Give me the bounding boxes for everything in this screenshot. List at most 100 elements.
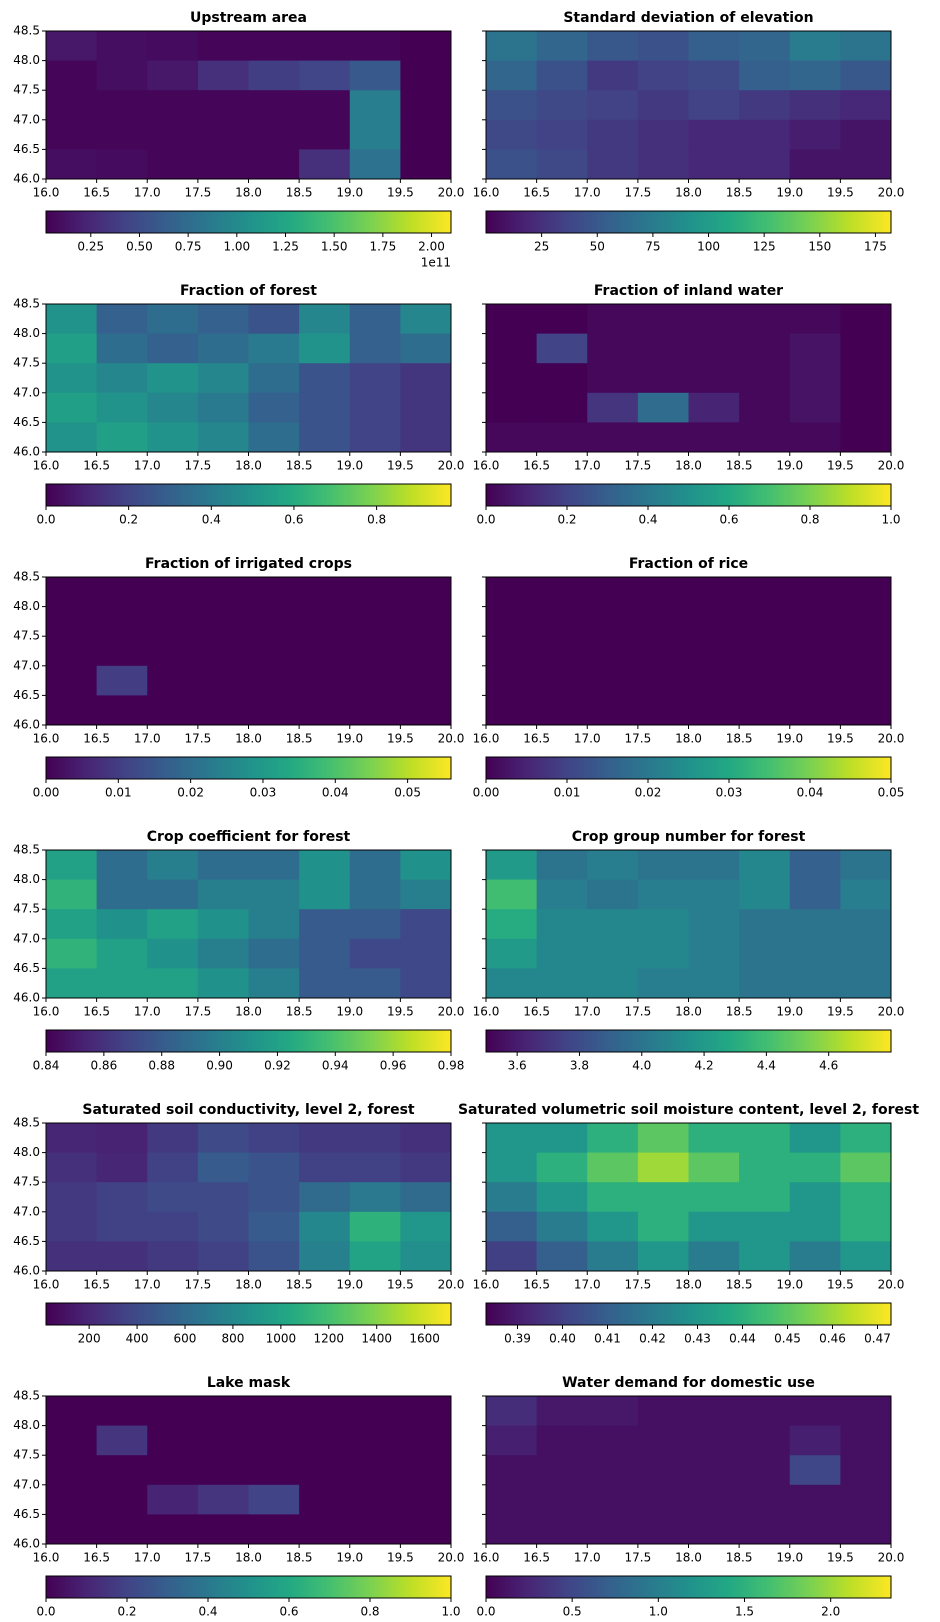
heatmap-cell (46, 60, 98, 91)
heatmap-cell (96, 1123, 148, 1153)
heatmap-cell (637, 1152, 689, 1183)
heatmap-cell (486, 119, 538, 150)
heatmap-cell (248, 1123, 300, 1153)
heatmap-cell (96, 606, 148, 637)
y-tick-label: 47.0 (13, 1477, 40, 1491)
heatmap-cell (400, 938, 452, 969)
colorbar-tick-label: 1400 (361, 1332, 392, 1346)
heatmap-cell (739, 392, 791, 423)
heatmap-cell (197, 149, 249, 180)
x-tick-label: 16.5 (83, 732, 110, 746)
heatmap-cell (840, 1182, 892, 1213)
colorbar-tick-label: 0.90 (206, 1059, 233, 1073)
colorbar-tick-label: 0.05 (394, 786, 421, 800)
colorbar-tick-label: 1.0 (649, 1605, 668, 1619)
x-tick-label: 17.5 (185, 186, 212, 200)
heatmap-cell (248, 1241, 300, 1272)
x-tick-label: 17.0 (134, 459, 161, 473)
heatmap-cell (349, 695, 401, 726)
heatmap-cell (587, 909, 639, 940)
heatmap-cell (96, 363, 148, 394)
colorbar-tick-label: 0.01 (105, 786, 132, 800)
heatmap-cell (688, 90, 740, 121)
heatmap-cell (587, 333, 639, 364)
heatmap-cell (46, 1123, 98, 1153)
heatmap-cell (147, 879, 199, 910)
colorbar-tick-label: 1600 (409, 1332, 440, 1346)
heatmap-cell (349, 1514, 401, 1545)
x-tick-label: 17.5 (185, 1278, 212, 1292)
heatmap-cell (739, 60, 791, 91)
colorbar-tick-label: 1.5 (735, 1605, 754, 1619)
x-tick-label: 18.5 (286, 1278, 313, 1292)
heatmap-cell (587, 119, 639, 150)
x-tick-label: 19.0 (336, 1278, 363, 1292)
heatmap-cell (536, 1211, 588, 1242)
heatmap-cell (637, 1241, 689, 1272)
heatmap-cell (840, 392, 892, 423)
colorbar (485, 756, 892, 780)
heatmap-cell (486, 850, 538, 880)
x-tick-label: 18.0 (235, 732, 262, 746)
heatmap-cell (96, 1455, 148, 1486)
heatmap-cell (840, 879, 892, 910)
heatmap-cell (789, 1484, 841, 1515)
heatmap-cell (587, 665, 639, 696)
colorbar-tick-label: 0.39 (504, 1332, 531, 1346)
heatmap-cell (197, 304, 249, 334)
colorbar-tick-label: 0.44 (729, 1332, 756, 1346)
heatmap-cell (349, 149, 401, 180)
heatmap-cell (96, 60, 148, 91)
heatmap-cell (789, 149, 841, 180)
y-tick-label: 48.5 (13, 297, 40, 311)
heatmap-cell (486, 392, 538, 423)
heatmap-cell (299, 333, 351, 364)
colorbar-tick-label: 0.8 (360, 1605, 379, 1619)
y-tick-label: 46.5 (13, 1234, 40, 1248)
heatmap-cell (349, 850, 401, 880)
heatmap-cell (147, 1152, 199, 1183)
heatmap-cell (486, 695, 538, 726)
heatmap-cell (637, 850, 689, 880)
heatmap-cell (789, 333, 841, 364)
heatmap-cell (688, 1182, 740, 1213)
colorbar-tick-label: 0.8 (367, 513, 386, 527)
heatmap-cell (96, 149, 148, 180)
heatmap-cell (688, 879, 740, 910)
heatmap-cell (637, 363, 689, 394)
heatmap-cell (400, 1425, 452, 1456)
x-tick-label: 20.0 (438, 1278, 465, 1292)
panel-title: Fraction of forest (180, 283, 317, 299)
heatmap-cell (46, 1455, 98, 1486)
heatmap-cell (349, 119, 401, 150)
heatmap-cell (349, 90, 401, 121)
heatmap-cell (587, 1484, 639, 1515)
heatmap-cell (299, 1152, 351, 1183)
heatmap-cell (299, 665, 351, 696)
heatmap-cell (248, 1484, 300, 1515)
heatmap-cell (147, 333, 199, 364)
heatmap-cell (248, 60, 300, 91)
heatmap-cell (789, 1455, 841, 1486)
heatmap-cell (688, 606, 740, 637)
heatmap-cell (486, 363, 538, 394)
heatmap-cell (400, 1484, 452, 1515)
x-tick-label: 17.0 (134, 186, 161, 200)
heatmap-cell (739, 119, 791, 150)
heatmap-cell (637, 1455, 689, 1486)
heatmap-cell (349, 1484, 401, 1515)
heatmap-cell (688, 1211, 740, 1242)
x-tick-label: 20.0 (878, 732, 905, 746)
x-tick-label: 19.0 (336, 732, 363, 746)
heatmap-cell (197, 60, 249, 91)
x-tick-label: 16.0 (473, 1551, 500, 1565)
x-tick-label: 16.0 (33, 186, 60, 200)
heatmap-cell (587, 968, 639, 999)
heatmap-cell (96, 422, 148, 453)
y-tick-label: 47.5 (13, 1175, 40, 1189)
heatmap-cell (299, 1211, 351, 1242)
heatmap-cell (789, 422, 841, 453)
heatmap-cell (486, 31, 538, 61)
heatmap-cell (840, 1123, 892, 1153)
heatmap-cell (400, 577, 452, 607)
